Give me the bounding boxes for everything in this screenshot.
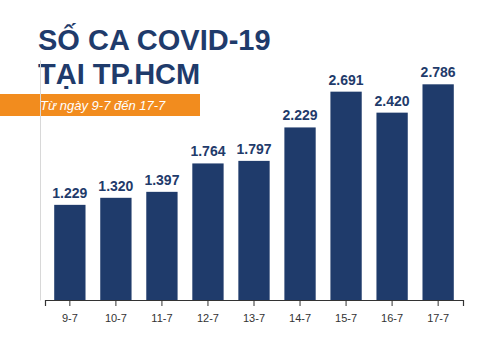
- x-tick-label: 13-7: [243, 312, 265, 324]
- plot-area: [54, 84, 454, 300]
- x-tick-label: 11-7: [151, 312, 172, 324]
- data-label: 1.320: [98, 178, 133, 194]
- subtitle-banner: [0, 94, 200, 116]
- x-tick: 15-7: [335, 300, 357, 324]
- bar: [376, 113, 407, 300]
- data-label: 1.229: [52, 185, 87, 201]
- bar: [146, 192, 177, 300]
- y-axis-line: [40, 61, 41, 301]
- x-tick-mark: [346, 300, 347, 306]
- x-tick-mark: [300, 300, 301, 306]
- data-label: 2.786: [421, 64, 456, 80]
- x-tick: 9-7: [62, 300, 78, 324]
- x-tick-label: 15-7: [335, 312, 357, 324]
- bar: [100, 198, 131, 300]
- y-axis: [40, 61, 41, 301]
- x-axis-line: [46, 301, 464, 307]
- title: SỐ CA COVID-19TẠI TP.HCM: [38, 23, 271, 90]
- data-label: 1.764: [190, 143, 225, 159]
- data-label: 2.229: [283, 107, 318, 123]
- x-tick-mark: [69, 300, 70, 306]
- x-tick: 12-7: [197, 300, 219, 324]
- x-axis: 9-7 10-7 11-7 12-7 13-7 14-7 15-7 16-7 17-7: [46, 300, 464, 324]
- bar: [54, 205, 85, 300]
- x-tick-mark: [254, 300, 255, 306]
- bar: [422, 84, 453, 300]
- x-tick-mark: [207, 300, 208, 306]
- title-line: SỐ CA COVID-19: [38, 23, 271, 56]
- x-tick: 11-7: [151, 300, 172, 324]
- bar: [238, 161, 269, 300]
- x-tick: 13-7: [243, 300, 265, 324]
- x-tick: 17-7: [427, 300, 449, 324]
- x-tick-mark: [161, 300, 162, 306]
- x-tick-label: 10-7: [105, 312, 127, 324]
- data-label: 1.797: [236, 141, 271, 157]
- data-label: 1.397: [144, 172, 179, 188]
- x-tick-label: 14-7: [289, 312, 311, 324]
- bar: [284, 127, 315, 300]
- subtitle: Từ ngày 9-7 đến 17-7: [40, 98, 166, 113]
- x-tick-label: 17-7: [427, 312, 449, 324]
- data-labels: 1.229 1.320 1.397 1.764 1.797 2.229 2.691 2.420…: [52, 64, 456, 201]
- title-line: TẠI TP.HCM: [38, 58, 200, 90]
- x-tick: 16-7: [381, 300, 403, 324]
- x-tick-mark: [392, 300, 393, 306]
- x-tick-label: 9-7: [62, 312, 78, 324]
- x-tick: 10-7: [105, 300, 127, 324]
- x-tick: 14-7: [289, 300, 311, 324]
- data-label: 2.691: [329, 72, 364, 88]
- x-tick-mark: [115, 300, 116, 306]
- x-tick-label: 16-7: [381, 312, 403, 324]
- x-tick-mark: [438, 300, 439, 306]
- x-tick-label: 12-7: [197, 312, 219, 324]
- bar: [192, 163, 223, 300]
- data-label: 2.420: [375, 93, 410, 109]
- bar: [330, 92, 361, 300]
